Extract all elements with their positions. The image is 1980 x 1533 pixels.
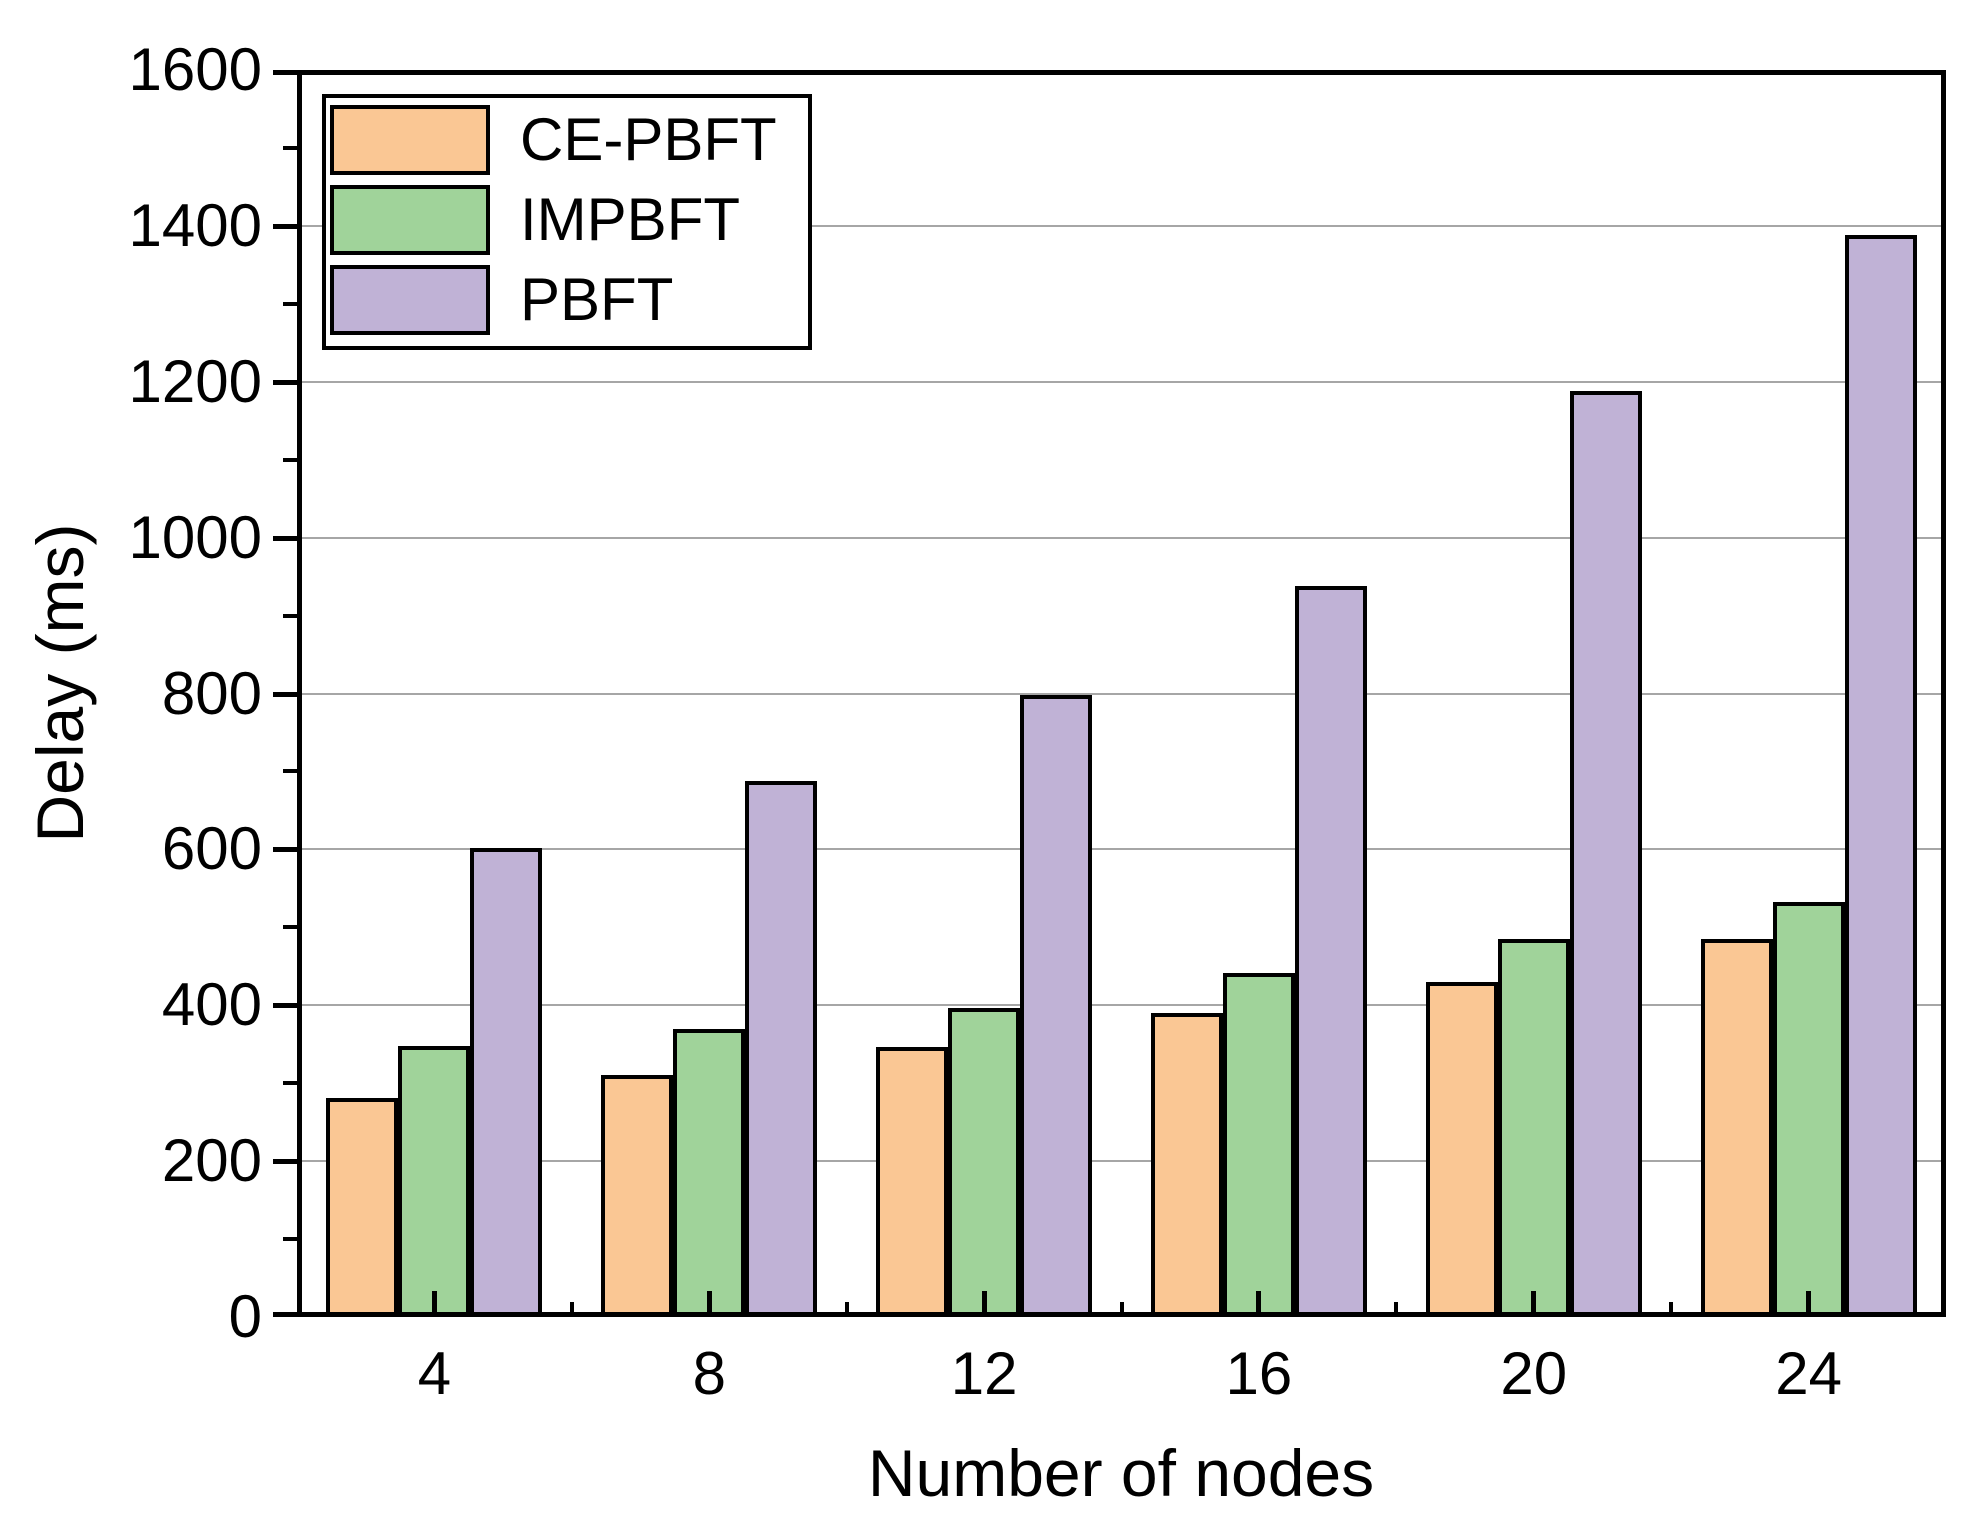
gridline-600 [297, 848, 1946, 851]
bar-CE-PBFT-12 [876, 1046, 949, 1317]
bar-IMPBFT-24 [1772, 901, 1845, 1317]
gridline-1200 [297, 380, 1946, 383]
y-tick-label-400: 400 [161, 971, 262, 1039]
legend-label-PBFT: PBFT [520, 266, 674, 333]
x-tick-label-16: 16 [1225, 1340, 1293, 1407]
legend-row-PBFT: PBFT [330, 265, 800, 335]
gridline-400 [297, 1004, 1946, 1007]
bar-PBFT-24 [1844, 235, 1917, 1317]
y-minor-tick-1100 [283, 457, 297, 462]
bar-IMPBFT-8 [673, 1028, 746, 1317]
y-tick-label-200: 200 [161, 1127, 262, 1195]
x-axis-title: Number of nodes [867, 1436, 1375, 1510]
y-tick-label-1000: 1000 [128, 503, 262, 571]
x-major-tick-12 [981, 1291, 987, 1317]
legend-label-IMPBFT: IMPBFT [520, 186, 740, 253]
legend-swatch-CE-PBFT [330, 105, 490, 175]
x-minor-tick-1 [569, 1302, 574, 1317]
y-tick-label-1600: 1600 [128, 36, 262, 103]
x-major-tick-16 [1256, 1291, 1262, 1317]
y-tick-label-0: 0 [228, 1283, 262, 1350]
y-major-tick-1400 [273, 223, 297, 229]
y-minor-tick-300 [283, 1081, 297, 1086]
x-minor-tick-3 [1119, 1302, 1124, 1317]
y-major-tick-1200 [273, 379, 297, 385]
y-major-tick-800 [273, 691, 297, 697]
bar-IMPBFT-20 [1497, 939, 1570, 1317]
legend-label-CE-PBFT: CE-PBFT [520, 106, 777, 173]
y-tick-label-1400: 1400 [128, 191, 262, 259]
bar-PBFT-20 [1569, 391, 1642, 1317]
y-major-tick-1000 [273, 535, 297, 541]
x-major-tick-8 [706, 1291, 712, 1317]
bar-PBFT-12 [1020, 695, 1093, 1317]
y-minor-tick-1300 [283, 301, 297, 306]
x-minor-tick-2 [844, 1302, 849, 1317]
y-minor-tick-500 [283, 925, 297, 930]
y-minor-tick-100 [283, 1237, 297, 1242]
x-minor-tick-4 [1394, 1302, 1399, 1317]
gridline-200 [297, 1160, 1946, 1163]
x-tick-label-12: 12 [950, 1340, 1018, 1407]
y-major-tick-600 [273, 847, 297, 853]
bar-PBFT-16 [1294, 585, 1367, 1317]
y-tick-label-800: 800 [161, 659, 262, 727]
y-tick-label-1200: 1200 [128, 347, 262, 415]
y-tick-label-600: 600 [161, 815, 262, 883]
y-minor-tick-1500 [283, 145, 297, 150]
bar-PBFT-4 [470, 847, 543, 1317]
x-tick-label-8: 8 [692, 1340, 726, 1407]
bar-CE-PBFT-16 [1150, 1013, 1223, 1317]
y-major-tick-0 [273, 1312, 297, 1317]
gridline-1400 [297, 224, 1946, 227]
legend-swatch-PBFT [330, 265, 490, 335]
x-tick-label-20: 20 [1500, 1340, 1568, 1407]
bar-IMPBFT-4 [398, 1045, 471, 1317]
bar-CE-PBFT-24 [1700, 939, 1773, 1317]
gridline-800 [297, 692, 1946, 695]
x-tick-label-24: 24 [1775, 1340, 1842, 1407]
bar-IMPBFT-16 [1222, 973, 1295, 1317]
x-tick-label-4: 4 [417, 1340, 452, 1407]
y-major-tick-1600 [273, 70, 297, 75]
x-major-tick-24 [1806, 1291, 1812, 1317]
x-minor-tick-5 [1669, 1302, 1674, 1317]
legend-row-CE-PBFT: CE-PBFT [330, 105, 800, 175]
bar-PBFT-8 [745, 780, 818, 1317]
y-major-tick-200 [273, 1159, 297, 1165]
y-minor-tick-900 [283, 613, 297, 618]
legend: CE-PBFT IMPBFT PBFT [322, 94, 812, 350]
y-minor-tick-700 [283, 769, 297, 774]
x-major-tick-4 [431, 1291, 437, 1317]
y-major-tick-400 [273, 1003, 297, 1009]
legend-row-IMPBFT: IMPBFT [330, 185, 800, 255]
x-major-tick-20 [1531, 1291, 1537, 1317]
gridline-1000 [297, 536, 1946, 539]
legend-swatch-IMPBFT [330, 185, 490, 255]
bar-CE-PBFT-20 [1425, 981, 1498, 1317]
bar-CE-PBFT-4 [326, 1098, 399, 1317]
bar-IMPBFT-12 [948, 1007, 1021, 1317]
bar-CE-PBFT-8 [601, 1075, 674, 1317]
